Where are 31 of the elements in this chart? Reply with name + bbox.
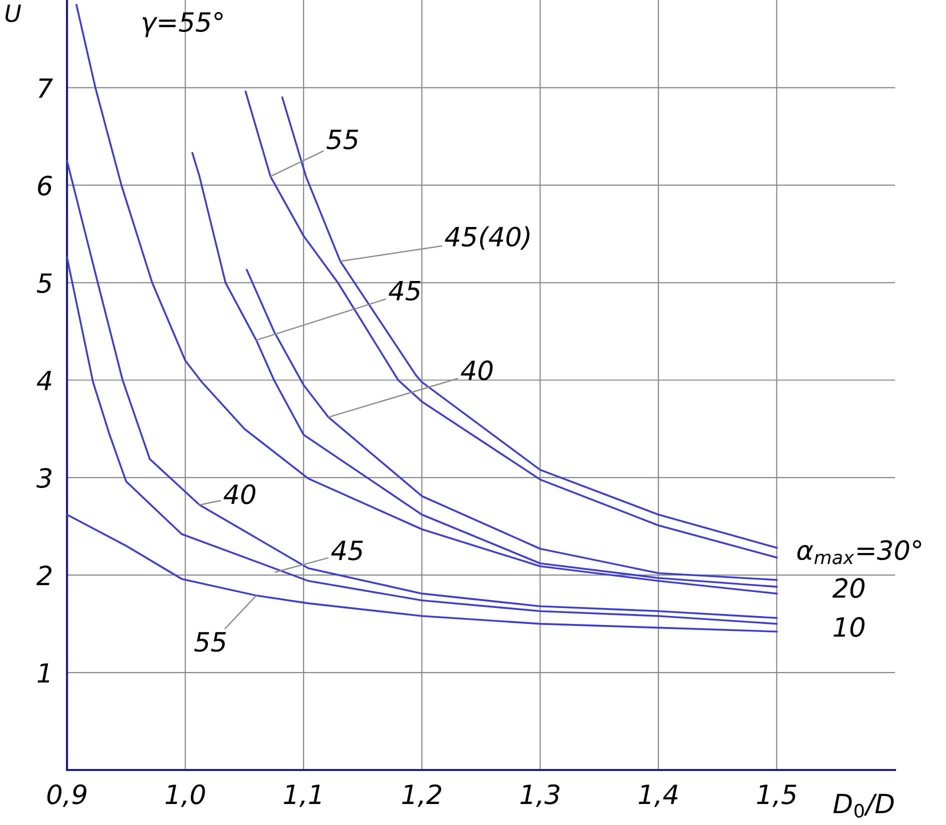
annotation: 45 [331, 540, 363, 560]
annotation: 40 [224, 484, 256, 504]
y-tick-label: 6 [38, 176, 52, 196]
y-tick-label: 3 [36, 468, 52, 488]
annotation: 45(40) [444, 226, 530, 250]
y-tick-label: 5 [36, 273, 52, 294]
x-axis-title: D$_{0}$/D [833, 794, 894, 818]
y-tick-label: 2 [36, 566, 52, 586]
x-tick-label: 1,0 [166, 784, 205, 808]
x-tick-label: 1,1 [284, 784, 321, 808]
annotation: 20 [832, 578, 865, 598]
x-tick-label: 1,2 [402, 784, 442, 808]
y-tick-label: 1 [38, 663, 50, 683]
x-tick-label: 1,5 [757, 784, 796, 808]
line-series [66, 256, 778, 625]
annotation: 55 [194, 632, 226, 652]
y-tick-label: 7 [38, 78, 53, 98]
line-series [66, 514, 778, 632]
x-tick-label: 0,9 [47, 784, 86, 808]
line-series [66, 160, 778, 619]
y-axis-title: U [6, 4, 22, 22]
line-series [76, 4, 778, 594]
y-tick-label: 4 [36, 370, 52, 390]
x-tick-label: 1,3 [520, 784, 560, 808]
annotation: α$_{max}$=30° [797, 540, 922, 564]
annotation: 40 [460, 360, 493, 380]
x-tick-label: 1,4 [638, 784, 678, 808]
annotation: 10 [834, 617, 865, 638]
annotation: 55 [326, 130, 358, 150]
annotation: γ=55° [142, 12, 223, 38]
annotation: 45 [388, 280, 420, 301]
